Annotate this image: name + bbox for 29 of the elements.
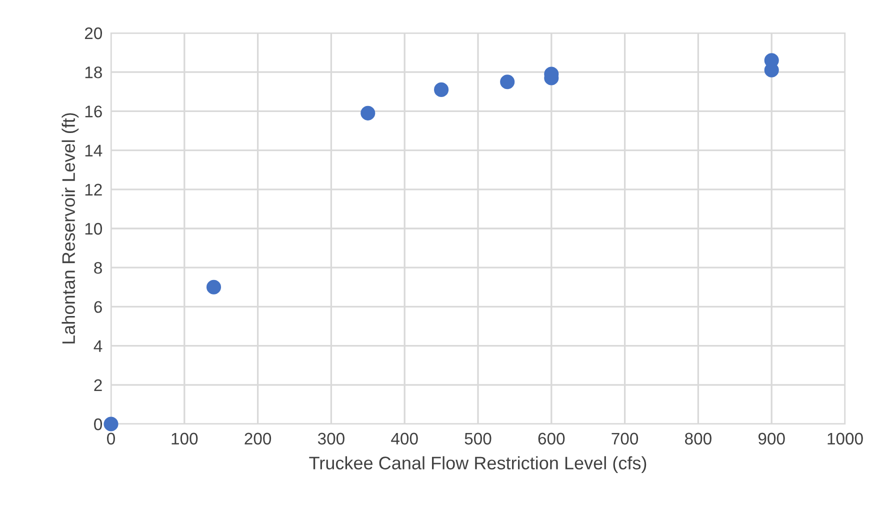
x-tick-label: 100 [172, 432, 198, 445]
y-tick-label: 6 [94, 301, 102, 313]
y-tick-label: 14 [85, 144, 102, 156]
point [360, 106, 376, 120]
y-tick-label: 8 [94, 262, 102, 274]
x-tick-label: 300 [318, 432, 344, 445]
x-tick-label: 200 [244, 432, 272, 445]
point [206, 280, 222, 294]
y-axis-title: Lahontan Reservoir Level (ft) [62, 113, 79, 344]
x-tick-label: 700 [612, 432, 638, 445]
y-tick-label: 12 [85, 184, 102, 196]
x-tick-label: 400 [391, 432, 418, 445]
point [104, 416, 118, 432]
x-tick-label: 900 [758, 432, 785, 445]
x-tick-label: 500 [464, 432, 492, 445]
y-tick-label: 10 [85, 222, 102, 235]
y-tick-label: 4 [94, 340, 102, 352]
point [434, 82, 449, 97]
y-tick-label: 0 [94, 418, 102, 430]
point [500, 74, 515, 90]
x-tick-label: 600 [538, 432, 565, 445]
x-tick-label: 1000 [828, 432, 863, 445]
y-tick-label: 18 [85, 66, 102, 78]
y-tick-label: 2 [94, 379, 102, 391]
x-tick-label: 0 [107, 432, 115, 445]
y-tick-label: 20 [84, 27, 102, 40]
x-axis-title: Truckee Canal Flow Restriction Level (cfs) [309, 456, 646, 474]
x-tick-label: 800 [685, 432, 712, 445]
y-tick-label: 16 [85, 106, 102, 118]
